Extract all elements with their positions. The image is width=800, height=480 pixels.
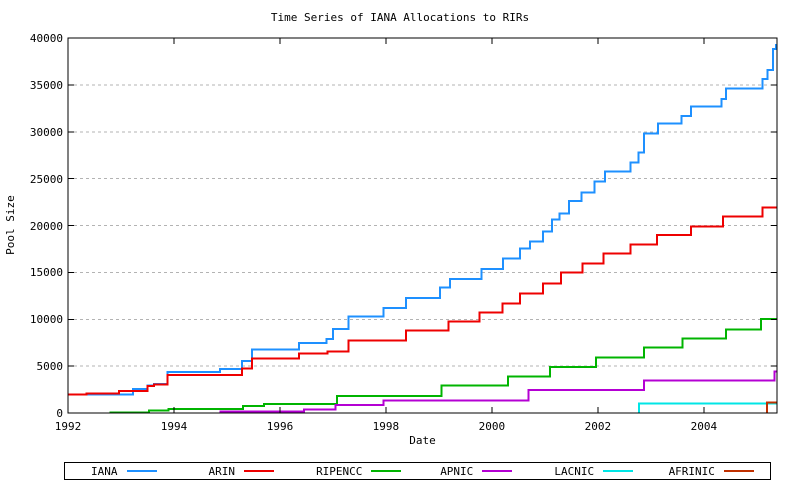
legend-label-ripencc: RIPENCC xyxy=(316,464,363,478)
legend-line-lacnic xyxy=(603,470,634,472)
legend-label-afrinic: AFRINIC xyxy=(668,464,715,478)
legend-line-ripencc xyxy=(371,470,402,472)
y-tick-label: 20000 xyxy=(29,219,63,233)
legend-line-iana xyxy=(126,470,157,472)
legend-label-iana: IANA xyxy=(91,464,118,478)
y-tick-label: 0 xyxy=(56,407,63,420)
y-tick-label: 10000 xyxy=(29,313,63,327)
legend-item-arin: ARIN xyxy=(183,466,301,477)
x-tick-label: 1996 xyxy=(266,420,294,433)
x-axis-label: Date xyxy=(409,434,436,447)
series-line-apnic xyxy=(219,370,777,413)
y-tick-label: 30000 xyxy=(29,125,63,139)
series-line-afrinic xyxy=(765,401,777,413)
chart-title: Time Series of IANA Allocations to RIRs xyxy=(270,11,530,24)
legend-label-lacnic: LACNIC xyxy=(554,464,595,478)
series-line-ripencc xyxy=(109,317,777,413)
x-tick-label: 2002 xyxy=(584,420,612,433)
y-tick-label: 40000 xyxy=(29,32,63,45)
series-line-arin xyxy=(68,206,777,396)
y-tick-label: 5000 xyxy=(36,360,64,374)
legend-item-iana: IANA xyxy=(65,466,183,477)
x-tick-label: 2004 xyxy=(690,420,718,433)
x-tick-label: 2000 xyxy=(478,420,506,433)
legend-label-apnic: APNIC xyxy=(440,464,474,478)
x-tick-label: 1992 xyxy=(54,420,82,433)
x-tick-label: 1998 xyxy=(372,420,400,433)
series-line-lacnic xyxy=(638,402,777,413)
y-tick-label: 15000 xyxy=(29,266,63,280)
x-tick-label: 1994 xyxy=(160,420,188,433)
series-line-iana xyxy=(68,44,777,396)
legend-line-afrinic xyxy=(723,470,754,472)
legend-item-afrinic: AFRINIC xyxy=(653,466,771,477)
legend-item-lacnic: LACNIC xyxy=(535,466,653,477)
y-tick-label: 25000 xyxy=(29,172,63,186)
plot-area xyxy=(67,37,778,414)
legend-label-arin: ARIN xyxy=(208,464,236,478)
y-tick-label: 35000 xyxy=(29,78,63,92)
legend-line-arin xyxy=(244,470,274,472)
legend-item-apnic: APNIC xyxy=(418,466,536,477)
plot-border xyxy=(67,37,778,414)
legend-item-ripencc: RIPENCC xyxy=(300,466,418,477)
legend: IANA ARIN RIPENCC APNIC LACNIC AFRINIC xyxy=(64,462,771,480)
legend-line-apnic xyxy=(482,470,513,472)
